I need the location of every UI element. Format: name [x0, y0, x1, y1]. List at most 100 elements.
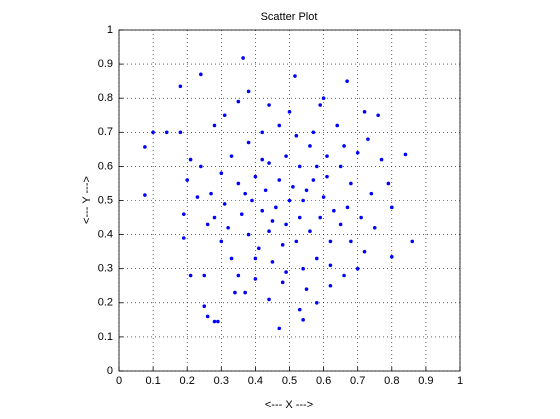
point: [222, 202, 227, 206]
point: [229, 256, 234, 261]
point: [294, 239, 299, 244]
x-axis-label: <--- X --->: [265, 399, 313, 411]
x-tick-label: 0.1: [145, 375, 160, 387]
point: [287, 198, 292, 203]
point: [345, 205, 350, 210]
point: [222, 113, 227, 118]
y-tick-label: 1: [107, 24, 113, 36]
point: [342, 144, 346, 148]
point: [311, 178, 316, 182]
point: [342, 273, 346, 278]
point: [219, 171, 224, 176]
point: [304, 287, 309, 291]
point: [297, 215, 302, 220]
point: [284, 270, 288, 274]
y-tick-label: 0.6: [98, 160, 113, 172]
point: [185, 178, 189, 182]
point: [355, 150, 360, 155]
point: [164, 130, 169, 135]
y-tick-label: 0.7: [98, 126, 113, 138]
point: [328, 263, 333, 268]
x-tick-label: 1: [457, 375, 463, 387]
point: [280, 243, 285, 247]
point: [143, 193, 147, 197]
point: [178, 130, 183, 135]
x-tick-label: 0.7: [350, 375, 365, 387]
point: [178, 84, 183, 89]
point: [314, 256, 319, 261]
point: [229, 154, 234, 158]
point: [212, 319, 217, 324]
point: [318, 215, 322, 220]
point: [277, 326, 282, 331]
y-tick-label: 0.8: [98, 92, 113, 104]
point: [253, 256, 258, 261]
point: [349, 181, 353, 186]
point: [332, 208, 336, 213]
point: [199, 164, 203, 169]
chart-title: Scatter Plot: [261, 11, 318, 23]
point: [335, 123, 340, 128]
point: [390, 205, 394, 210]
point: [328, 283, 333, 288]
y-tick-label: 0: [107, 365, 113, 377]
point: [301, 318, 305, 322]
point: [338, 222, 343, 227]
point: [284, 222, 288, 227]
point: [270, 219, 275, 223]
point: [202, 304, 207, 309]
y-tick-label: 0.3: [98, 263, 113, 275]
point: [267, 161, 271, 165]
point: [205, 222, 210, 227]
point: [216, 319, 220, 324]
point: [390, 254, 394, 259]
point: [372, 225, 377, 230]
point: [293, 74, 297, 78]
point: [267, 229, 271, 233]
point: [308, 229, 312, 233]
point: [250, 198, 254, 203]
point: [236, 181, 241, 186]
point: [362, 110, 367, 114]
x-tick-label: 0.6: [316, 375, 331, 387]
point: [212, 123, 217, 128]
point: [243, 290, 247, 295]
point: [297, 307, 302, 312]
point: [301, 198, 305, 203]
point: [379, 157, 384, 162]
point: [314, 164, 319, 169]
point: [338, 164, 343, 169]
x-tick-label: 0.4: [248, 375, 263, 387]
point: [325, 174, 329, 179]
point: [321, 195, 326, 199]
point: [241, 56, 245, 60]
y-tick-label: 0.2: [98, 297, 113, 309]
point: [362, 249, 367, 254]
y-tick-label: 0.5: [98, 194, 113, 206]
point: [202, 273, 207, 278]
y-tick-label: 0.1: [98, 331, 113, 343]
point: [287, 110, 292, 114]
point: [314, 301, 319, 305]
point: [260, 208, 265, 213]
point: [209, 191, 213, 196]
point: [349, 239, 353, 244]
point: [246, 232, 251, 237]
point: [212, 215, 217, 220]
point: [253, 174, 258, 179]
point: [277, 123, 282, 128]
point: [243, 191, 247, 196]
point: [366, 137, 370, 141]
point: [236, 273, 241, 278]
point: [369, 191, 374, 196]
point: [246, 89, 251, 94]
point: [233, 290, 237, 295]
point: [246, 140, 251, 145]
point: [301, 266, 305, 271]
point: [325, 154, 329, 158]
point: [143, 145, 147, 149]
point: [318, 103, 322, 107]
point: [199, 72, 203, 77]
point: [236, 99, 241, 104]
